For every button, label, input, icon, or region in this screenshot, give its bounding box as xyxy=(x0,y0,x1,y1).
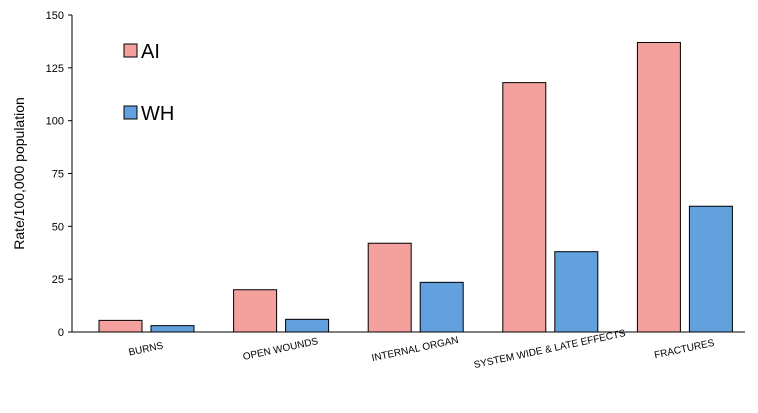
bar-wh xyxy=(688,205,733,333)
y-tick-label: 25 xyxy=(52,274,64,286)
bar-ai xyxy=(98,319,143,333)
y-ticks: 0 25 50 75 100 125 150 xyxy=(46,10,72,339)
bar-wh xyxy=(554,251,599,333)
y-tick-label: 75 xyxy=(52,169,64,181)
bar-ai xyxy=(367,242,412,333)
bar-wh xyxy=(150,325,195,333)
x-category-label: SYSTEM WIDE & LATE EFFECTS xyxy=(473,328,627,371)
bar-ai xyxy=(636,41,681,333)
bar-wh xyxy=(285,318,330,333)
legend: AI WH xyxy=(123,41,174,125)
bar-ai xyxy=(233,289,278,333)
y-tick-label: 150 xyxy=(46,10,64,22)
bar-ai xyxy=(502,82,547,333)
y-tick-label: 100 xyxy=(46,116,64,128)
x-category-label: INTERNAL ORGAN xyxy=(371,335,460,364)
legend-label-wh: WH xyxy=(141,103,174,125)
y-axis-label: Rate/100,000 population xyxy=(11,97,27,250)
legend-swatch-wh xyxy=(123,105,138,120)
legend-swatch-ai xyxy=(123,43,138,58)
x-category-label: FRACTURES xyxy=(653,338,715,362)
y-tick-label: 125 xyxy=(46,63,64,75)
category-labels: BURNS OPEN WOUNDS INTERNAL ORGAN SYSTEM WID… xyxy=(128,328,716,371)
y-tick-label: 0 xyxy=(58,327,64,339)
bars xyxy=(98,41,733,333)
legend-label-ai: AI xyxy=(141,41,160,63)
x-category-label: BURNS xyxy=(128,340,165,358)
bar-wh xyxy=(419,281,464,333)
y-tick-label: 50 xyxy=(52,221,64,233)
x-category-label: OPEN WOUNDS xyxy=(242,336,320,363)
